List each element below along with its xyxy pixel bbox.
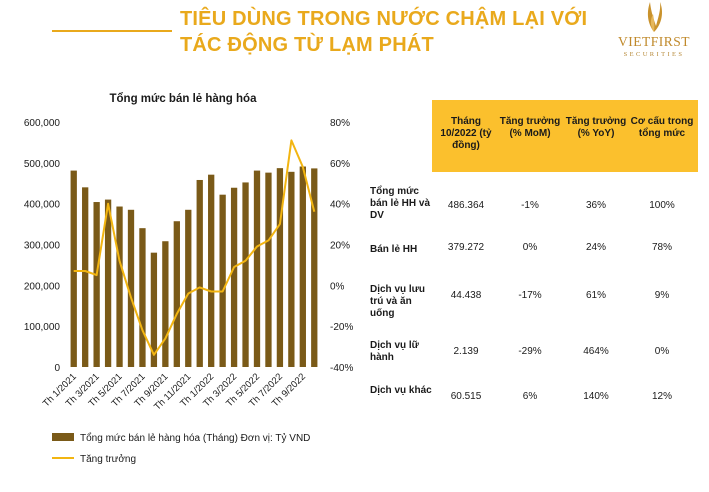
table-cell: -1%	[521, 200, 539, 211]
table-cell: 36%	[585, 200, 606, 211]
y-left-tick-label: 100,000	[24, 322, 61, 333]
bar	[219, 194, 226, 367]
bar	[104, 199, 112, 367]
logo-subtitle: SECURITIES	[623, 51, 685, 58]
bar	[82, 187, 89, 367]
table-cell: 9%	[654, 290, 670, 301]
page-title: TIÊU DÙNG TRONG NƯỚC CHẬM LẠI VỚI TÁC ĐỘ…	[180, 6, 620, 58]
logo-name: VIETFIRST	[618, 34, 690, 49]
y-right-tick-label: -20%	[330, 322, 353, 333]
bar	[253, 170, 261, 367]
y-left-tick-label: 600,000	[24, 118, 61, 129]
table-row-label: Bán lẻ HH	[370, 244, 418, 255]
table-cell: 61%	[585, 290, 606, 301]
bar	[173, 221, 180, 367]
bar	[93, 202, 100, 367]
table-header-cell: Tăng trưởng (% YoY)	[565, 116, 627, 139]
bar	[116, 206, 123, 367]
title-line-1: TIÊU DÙNG TRONG NƯỚC CHẬM LẠI VỚI	[180, 8, 588, 30]
y-right-tick-label: 0%	[330, 281, 345, 292]
bar	[276, 168, 284, 367]
table-row-label: Tổng mức bán lẻ HH và DV	[370, 186, 431, 221]
title-line-2: TÁC ĐỘNG TỪ LẠM PHÁT	[180, 34, 434, 56]
table-cell: 486.364	[447, 200, 485, 211]
y-right-tick-label: -40%	[330, 363, 353, 374]
bar	[196, 179, 203, 367]
table-cell: 12%	[651, 391, 672, 402]
table-cell: 60.515	[450, 391, 482, 402]
table-cell: 464%	[583, 346, 609, 357]
logo-flame-icon	[647, 2, 662, 32]
legend-line-label: Tăng trưởng	[80, 453, 136, 465]
y-left-tick-label: 0	[54, 363, 60, 374]
table-cell: 140%	[583, 391, 609, 402]
table-cell: 379.272	[447, 242, 485, 253]
y-right-tick-label: 60%	[330, 159, 350, 170]
bar	[230, 187, 238, 367]
legend-bar-label: Tổng mức bán lẻ hàng hóa (Tháng) Đơn vị:…	[80, 432, 310, 444]
bar	[311, 168, 318, 367]
table-cell: 2.139	[453, 346, 479, 357]
bar	[127, 209, 135, 367]
table-header-cell: Tăng trưởng (% MoM)	[499, 116, 561, 139]
right-axis-ticks: -40% -20% 0% 20% 40% 60% 80%	[330, 118, 353, 374]
y-left-tick-label: 300,000	[24, 241, 61, 252]
bar	[288, 171, 295, 367]
table-cell: 100%	[649, 200, 675, 211]
y-right-tick-label: 20%	[330, 241, 350, 252]
table-row-label: Dịch vụ khác	[370, 385, 432, 396]
legend-bar-swatch	[52, 433, 74, 441]
bar	[265, 172, 272, 367]
bar	[208, 174, 215, 367]
title-rule	[52, 30, 172, 32]
y-right-tick-label: 40%	[330, 200, 350, 211]
table-cell: 24%	[585, 242, 606, 253]
table-cell: 0%	[654, 346, 670, 357]
table-row-label: Dịch vụ lưu trú và ăn uống	[370, 284, 426, 319]
table-header-cell: Cơ cấu trong tổng mức	[630, 116, 694, 139]
bar	[242, 182, 249, 367]
table-header	[432, 100, 698, 172]
left-axis-ticks: 0 100,000 200,000 300,000 400,000 500,000 600,…	[24, 118, 61, 374]
y-right-tick-label: 80%	[330, 118, 350, 129]
y-left-tick-label: 500,000	[24, 159, 61, 170]
table-cell: -29%	[518, 346, 542, 357]
y-left-tick-label: 400,000	[24, 200, 61, 211]
y-left-tick-label: 200,000	[24, 281, 61, 292]
chart-legend: Tổng mức bán lẻ hàng hóa (Tháng) Đơn vị:…	[52, 432, 310, 465]
table-cell: -17%	[518, 290, 542, 301]
bar	[150, 252, 158, 367]
table-row-label: Dịch vụ lữ hành	[370, 340, 419, 363]
table-cell: 0%	[522, 242, 538, 253]
table-cell: 78%	[651, 242, 672, 253]
bar	[139, 228, 146, 367]
retail-chart: Tổng mức bán lẻ hàng hóa 0 100,000 200,000…	[24, 93, 354, 465]
table-header-cell: Tháng 10/2022 (tỷ đồng)	[440, 116, 492, 151]
table-cell: 6%	[522, 391, 538, 402]
bar	[70, 170, 77, 367]
bar	[299, 166, 306, 367]
chart-title: Tổng mức bán lẻ hàng hóa	[110, 93, 258, 105]
bar	[162, 241, 169, 367]
table-cell: 44.438	[450, 290, 482, 301]
growth-line	[73, 139, 316, 356]
bar-series	[70, 166, 318, 367]
bar	[185, 209, 192, 367]
